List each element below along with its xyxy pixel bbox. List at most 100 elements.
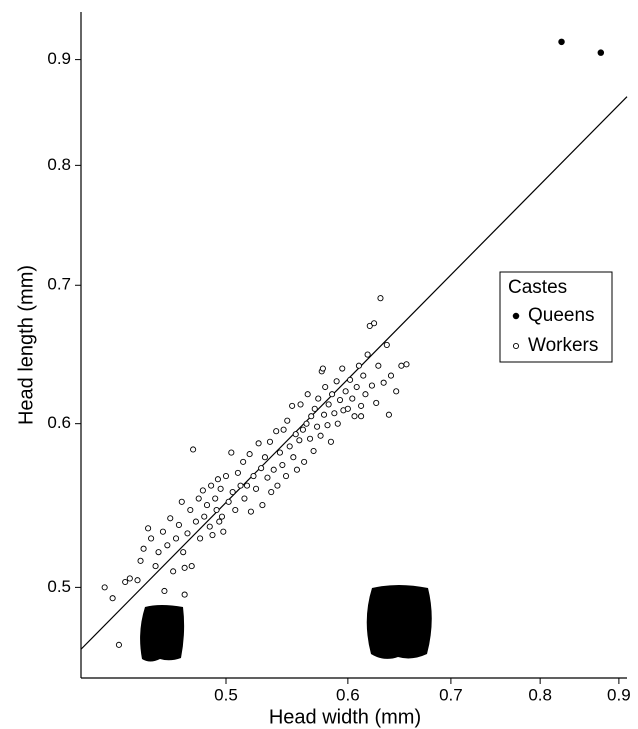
- point: [264, 474, 271, 481]
- point: [371, 320, 378, 327]
- point: [336, 396, 344, 404]
- point: [214, 476, 221, 483]
- x-tick-label: 0.5: [214, 685, 238, 704]
- point: [320, 411, 328, 418]
- point: [322, 383, 329, 391]
- y-axis-title: Head length (mm): [15, 265, 37, 425]
- point: [383, 341, 390, 348]
- point: [137, 557, 144, 564]
- point: [195, 495, 202, 502]
- point: [225, 498, 232, 505]
- point: [167, 515, 174, 522]
- point: [253, 485, 260, 492]
- point: [152, 563, 159, 570]
- point: [349, 395, 356, 402]
- point: [276, 449, 283, 456]
- point: [303, 420, 310, 427]
- point: [232, 506, 239, 514]
- point: [212, 495, 219, 502]
- point: [170, 568, 177, 575]
- point: [197, 535, 204, 542]
- point: [377, 295, 384, 302]
- point: [342, 388, 349, 395]
- point: [199, 487, 206, 494]
- legend-marker: [512, 342, 520, 350]
- point: [181, 591, 188, 598]
- point: [296, 437, 303, 444]
- point: [358, 413, 365, 420]
- point: [134, 577, 141, 584]
- point: [317, 432, 324, 439]
- x-tick-label: 0.7: [439, 685, 463, 704]
- point: [280, 426, 287, 433]
- point: [266, 438, 274, 445]
- point: [208, 482, 215, 489]
- point: [344, 405, 351, 412]
- point: [319, 365, 326, 372]
- point: [299, 426, 306, 433]
- point: [190, 446, 197, 453]
- point: [222, 473, 230, 480]
- point: [358, 402, 365, 409]
- point: [145, 525, 152, 532]
- point: [284, 417, 291, 424]
- point: [184, 530, 191, 537]
- point: [351, 413, 358, 420]
- point: [122, 578, 129, 586]
- point: [220, 528, 227, 535]
- point: [403, 361, 410, 368]
- fit-line: [80, 96, 628, 650]
- x-tick-label: 0.9: [607, 685, 631, 704]
- point: [228, 449, 235, 456]
- point: [385, 411, 392, 418]
- point: [315, 395, 322, 402]
- point: [393, 388, 400, 395]
- point: [201, 513, 208, 520]
- point: [234, 469, 241, 476]
- point: [304, 391, 311, 398]
- point: [240, 458, 247, 465]
- worker-head-icon: [140, 605, 185, 662]
- point: [148, 535, 155, 542]
- point: [366, 322, 373, 329]
- point: [301, 458, 308, 465]
- point: [178, 498, 185, 505]
- point: [360, 372, 367, 379]
- point: [159, 528, 167, 535]
- point: [297, 401, 304, 408]
- legend-marker: [512, 312, 520, 320]
- point: [347, 376, 354, 383]
- point: [273, 428, 280, 435]
- point: [292, 431, 299, 438]
- point: [203, 502, 211, 509]
- point: [115, 641, 122, 648]
- y-tick-label: 0.8: [47, 155, 71, 174]
- point: [387, 372, 395, 379]
- point: [181, 564, 188, 571]
- y-tick-label: 0.7: [47, 275, 71, 294]
- point: [279, 461, 286, 469]
- point: [259, 502, 266, 509]
- point: [216, 518, 223, 525]
- point: [289, 402, 296, 409]
- point: [353, 383, 360, 391]
- legend-label: Workers: [528, 335, 598, 356]
- point: [398, 362, 405, 369]
- point: [180, 549, 187, 556]
- point: [333, 378, 340, 385]
- point: [161, 587, 168, 595]
- point: [213, 506, 220, 514]
- point: [290, 454, 297, 461]
- point: [229, 489, 236, 496]
- point: [325, 401, 332, 408]
- x-tick-label: 0.8: [528, 685, 552, 704]
- point: [314, 423, 321, 430]
- point: [329, 391, 336, 398]
- point: [140, 545, 147, 552]
- point: [246, 451, 253, 458]
- point: [368, 382, 375, 389]
- point: [250, 473, 257, 480]
- queen-head-icon: [366, 585, 432, 659]
